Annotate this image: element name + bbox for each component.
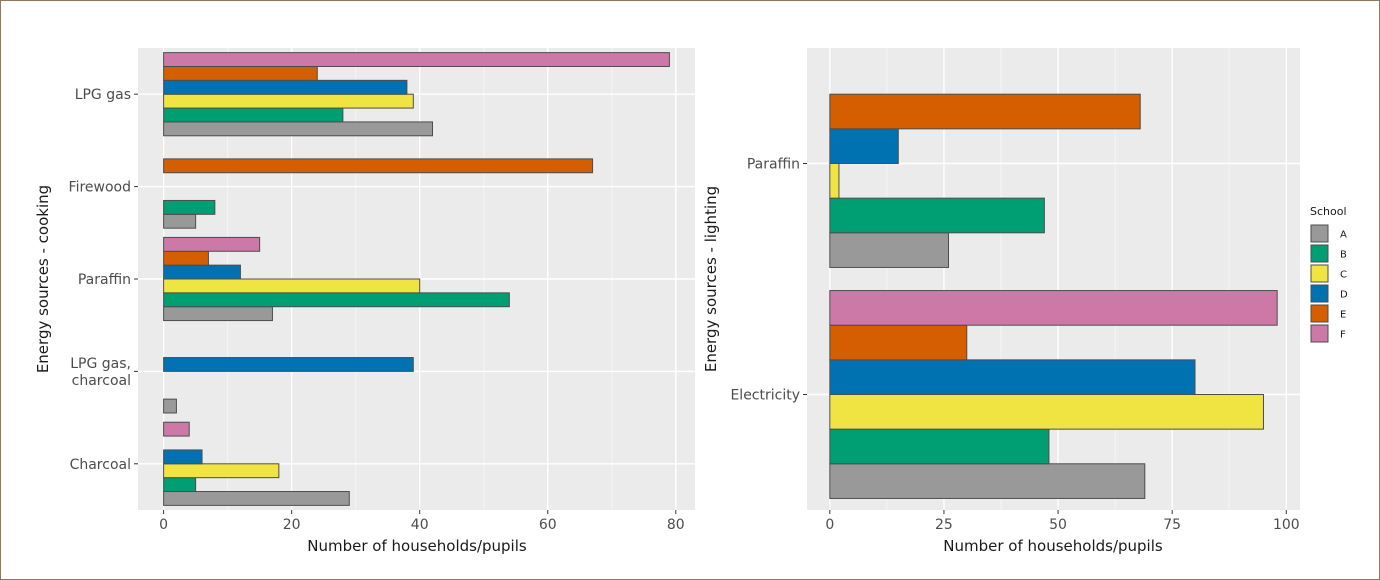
bar-electricity-school-a	[829, 463, 1146, 499]
bar-paraffin-school-b	[829, 197, 1045, 234]
legend-key-school-d	[1310, 284, 1329, 303]
chart-lighting: Paraffin Electricity 0 25 50 75 100 Number of…	[702, 48, 1300, 555]
bar-paraffin-school-c	[163, 278, 421, 294]
x-tick-label: 80	[667, 517, 685, 533]
bar-charcoal-school-f	[163, 421, 190, 437]
y-tick-label-charcoal: Charcoal	[70, 457, 131, 473]
x-tick-label: 50	[1049, 517, 1067, 533]
legend-key-school-e	[1310, 304, 1329, 323]
bar-lpg-gas-school-f	[163, 52, 670, 67]
bar-charcoal-school-b	[163, 477, 197, 493]
bar-firewood-school-b	[163, 199, 216, 215]
bar-paraffin-school-f	[163, 236, 261, 252]
legend-label-school-a: A	[1340, 230, 1347, 241]
bar-lpg-gas-school-a	[163, 121, 434, 137]
legend-label-school-f: F	[1340, 330, 1346, 341]
bar-electricity-school-e	[829, 324, 968, 361]
bar-lpg-gas-school-c	[163, 93, 414, 109]
bar-lpg-gas-school-b	[163, 107, 344, 123]
bar-electricity-school-d	[829, 359, 1196, 396]
legend-key-school-f	[1310, 324, 1329, 343]
y-tick-label-paraffin: Paraffin	[747, 157, 800, 173]
legend-key-school-b	[1310, 244, 1329, 263]
bar-electricity-school-c	[829, 394, 1264, 430]
x-tick-label: 40	[411, 517, 429, 533]
bar-electricity-school-b	[829, 428, 1050, 465]
legend-label-school-d: D	[1340, 290, 1348, 301]
x-ticks-lighting: 0 25 50 75 100	[825, 510, 1300, 533]
bar-lpg-gas-school-d	[163, 79, 408, 95]
y-tick-label-paraffin: Paraffin	[78, 272, 131, 288]
bar-paraffin-school-e	[163, 250, 209, 266]
legend-key-school-a	[1310, 224, 1329, 243]
bar-charcoal-school-d	[163, 449, 203, 465]
y-tick-label-electricity: Electricity	[730, 388, 800, 404]
bar-lpg-gas-school-e	[163, 65, 318, 81]
x-axis-title-lighting: Number of households/pupils	[943, 537, 1163, 555]
bar-paraffin-school-e	[829, 93, 1141, 130]
legend-key-school-c	[1310, 264, 1329, 283]
bar-paraffin-school-b	[163, 292, 510, 308]
bar-paraffin-school-d	[163, 264, 241, 280]
bars-cooking	[163, 52, 670, 506]
chart-cooking: LPG gas Firewood Paraffin LPG gas, charcoal C…	[34, 48, 695, 555]
y-ticks-lighting: Paraffin Electricity	[730, 157, 807, 404]
x-tick-label: 0	[159, 517, 168, 533]
y-tick-label-firewood: Firewood	[69, 180, 131, 196]
bar-charcoal-school-c	[163, 463, 280, 479]
legend-title: School	[1310, 205, 1347, 218]
x-tick-label: 75	[1163, 517, 1181, 533]
y-ticks-cooking: LPG gas Firewood Paraffin LPG gas, charcoal C…	[69, 87, 138, 473]
y-tick-label-lpg-gas-charcoal: LPG gas, charcoal	[70, 356, 131, 389]
x-tick-label: 60	[539, 517, 557, 533]
y-axis-title-cooking: Energy sources - cooking	[34, 185, 52, 373]
x-tick-label: 100	[1273, 517, 1300, 533]
legend-label-school-c: C	[1340, 270, 1347, 281]
bar-firewood-school-a	[163, 213, 197, 229]
bar-lpg-gas-charcoal-school-d	[163, 357, 414, 372]
bars-lighting	[829, 93, 1278, 499]
legend-label-school-b: B	[1340, 250, 1347, 261]
x-tick-label: 20	[283, 517, 301, 533]
x-ticks-cooking: 0 20 40 60 80	[159, 510, 685, 533]
bar-paraffin-school-a	[163, 306, 273, 322]
bar-charcoal-school-a	[163, 491, 350, 506]
y-tick-label-lpg-gas: LPG gas	[75, 87, 131, 103]
x-axis-title-cooking: Number of households/pupils	[307, 537, 527, 555]
bar-firewood-school-e	[163, 158, 594, 174]
bar-paraffin-school-d	[829, 128, 899, 165]
bar-paraffin-school-a	[829, 232, 950, 268]
bar-paraffin-school-c	[829, 163, 840, 199]
y-axis-title-lighting: Energy sources - lighting	[702, 186, 720, 372]
legend-label-school-e: E	[1340, 310, 1346, 321]
bar-electricity-school-f	[829, 290, 1278, 326]
x-tick-label: 25	[935, 517, 953, 533]
bar-lpg-gas-charcoal-school-a	[163, 398, 177, 414]
x-tick-label: 0	[825, 517, 834, 533]
